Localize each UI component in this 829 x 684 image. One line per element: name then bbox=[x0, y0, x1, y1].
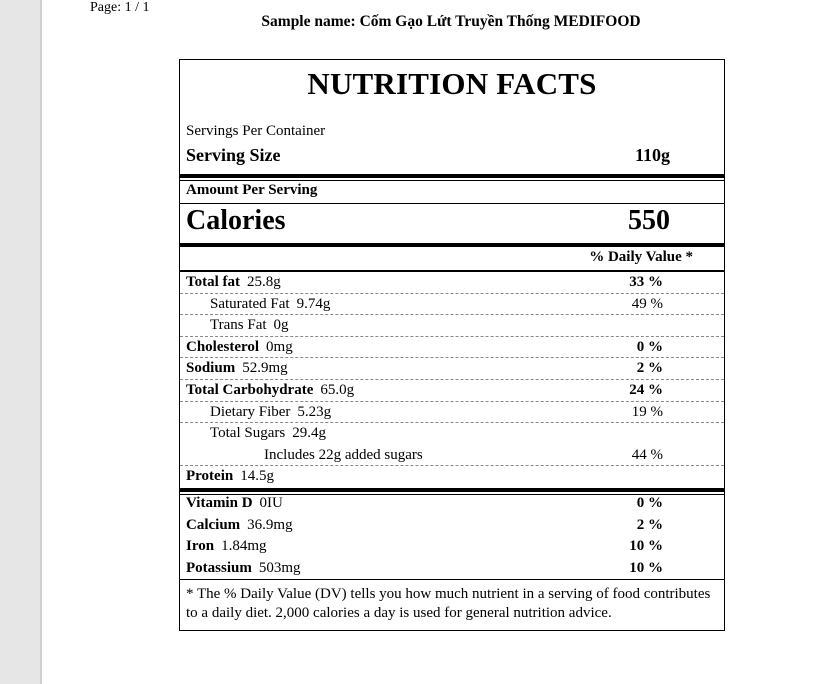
divider bbox=[180, 179, 724, 181]
nutrient-name: Total Sugars bbox=[210, 425, 286, 442]
nutrient-row: Protein 14.5g bbox=[180, 466, 724, 488]
vitamin-dv: 0 % bbox=[636, 495, 663, 511]
nutrient-dv: 2 % bbox=[636, 360, 663, 377]
nutrient-dv: 49 % bbox=[631, 295, 663, 312]
nutrient-amount: 52.9mg bbox=[242, 360, 288, 377]
nutrient-row: Sodium 52.9mg 2 % bbox=[180, 358, 724, 380]
nutrient-name: Saturated Fat bbox=[210, 295, 290, 312]
vitamin-amount: 36.9mg bbox=[247, 516, 293, 533]
nutrient-name: Cholesterol bbox=[186, 338, 260, 355]
vitamin-name: Calcium bbox=[186, 516, 241, 533]
serving-size-label: Serving Size bbox=[186, 145, 281, 165]
calories-label: Calories bbox=[186, 205, 286, 236]
nutrient-name: Total fat bbox=[186, 274, 241, 290]
divider bbox=[180, 493, 724, 495]
amount-per-serving: Amount Per Serving bbox=[186, 182, 318, 198]
nutrient-name: Protein bbox=[186, 468, 234, 485]
page-indicator: Page: 1 / 1 bbox=[90, 0, 150, 15]
footnote: * The % Daily Value (DV) tells you how m… bbox=[186, 586, 711, 621]
label-title: NUTRITION FACTS bbox=[307, 66, 597, 101]
vitamin-amount: 503mg bbox=[258, 559, 301, 576]
nutrient-row: Includes 22g added sugars 44 % bbox=[180, 445, 724, 467]
nutrient-dv: 33 % bbox=[629, 274, 663, 290]
nutrient-amount: 25.8g bbox=[247, 274, 281, 290]
nutrient-row: Dietary Fiber 5.23g 19 % bbox=[180, 402, 724, 424]
nutrient-row: Cholesterol 0mg 0 % bbox=[180, 337, 724, 359]
vitamin-list: Vitamin D 0IU 0 % Calcium 36.9mg 2 % Iron 1.8… bbox=[180, 493, 724, 579]
vitamin-row: Potassium 503mg 10 % bbox=[180, 558, 724, 580]
nutrient-list: Total fat 25.8g 33 % Saturated Fat 9.74g 49 … bbox=[180, 272, 724, 488]
nutrient-dv: 19 % bbox=[631, 403, 663, 420]
thick-divider bbox=[180, 488, 724, 492]
vitamin-dv: 2 % bbox=[636, 516, 663, 533]
divider bbox=[180, 270, 724, 272]
divider bbox=[180, 203, 724, 204]
nutrient-amount: 14.5g bbox=[240, 468, 274, 485]
nutrient-amount: 0mg bbox=[266, 338, 293, 355]
vitamin-amount: 1.84mg bbox=[221, 538, 267, 555]
nutrient-dv: 24 % bbox=[629, 381, 663, 398]
nutrient-dv: 0 % bbox=[636, 338, 663, 355]
vitamin-row: Calcium 36.9mg 2 % bbox=[180, 515, 724, 537]
calories-value: 550 bbox=[628, 205, 670, 236]
nutrient-row: Saturated Fat 9.74g 49 % bbox=[180, 294, 724, 316]
serving-size-value: 110g bbox=[634, 145, 670, 165]
nutrient-name: Trans Fat bbox=[210, 317, 267, 334]
nutrient-row: Total fat 25.8g 33 % bbox=[180, 272, 724, 294]
vitamin-dv: 10 % bbox=[629, 559, 663, 576]
nutrient-amount: 29.4g bbox=[292, 425, 326, 442]
vitamin-name: Iron bbox=[186, 538, 215, 555]
vitamin-amount: 0IU bbox=[259, 495, 283, 511]
vitamin-dv: 10 % bbox=[629, 538, 663, 555]
sample-name: Sample name: Cốm Gạo Lứt Truyền Thống ME… bbox=[261, 13, 641, 30]
vitamin-name: Vitamin D bbox=[186, 495, 253, 511]
vitamin-name: Potassium bbox=[186, 559, 252, 576]
nutrition-facts-label: NUTRITION FACTS Servings Per Container S… bbox=[179, 59, 725, 631]
servings-per-container: Servings Per Container bbox=[186, 123, 326, 139]
nutrient-row: Total Carbohydrate 65.0g 24 % bbox=[180, 380, 724, 402]
viewer-background bbox=[0, 0, 42, 684]
daily-value-header: % Daily Value * bbox=[589, 249, 693, 265]
nutrient-amount: 5.23g bbox=[297, 403, 332, 420]
thick-divider bbox=[180, 174, 724, 178]
thick-divider bbox=[180, 243, 724, 247]
vitamin-row: Iron 1.84mg 10 % bbox=[180, 536, 724, 558]
nutrient-row: Trans Fat 0g bbox=[180, 315, 724, 337]
nutrient-name: Total Carbohydrate bbox=[186, 381, 314, 398]
nutrient-name: Dietary Fiber bbox=[210, 403, 291, 420]
nutrient-amount: 0g bbox=[273, 317, 289, 334]
nutrient-name: Sodium bbox=[186, 360, 236, 377]
nutrient-row: Total Sugars 29.4g bbox=[180, 423, 724, 445]
nutrient-name: Includes 22g added sugars bbox=[264, 446, 423, 463]
nutrient-amount: 9.74g bbox=[296, 295, 331, 312]
vitamin-row: Vitamin D 0IU 0 % bbox=[180, 493, 724, 515]
nutrient-amount: 65.0g bbox=[320, 381, 355, 398]
nutrient-dv: 44 % bbox=[631, 446, 663, 463]
divider bbox=[180, 579, 724, 580]
